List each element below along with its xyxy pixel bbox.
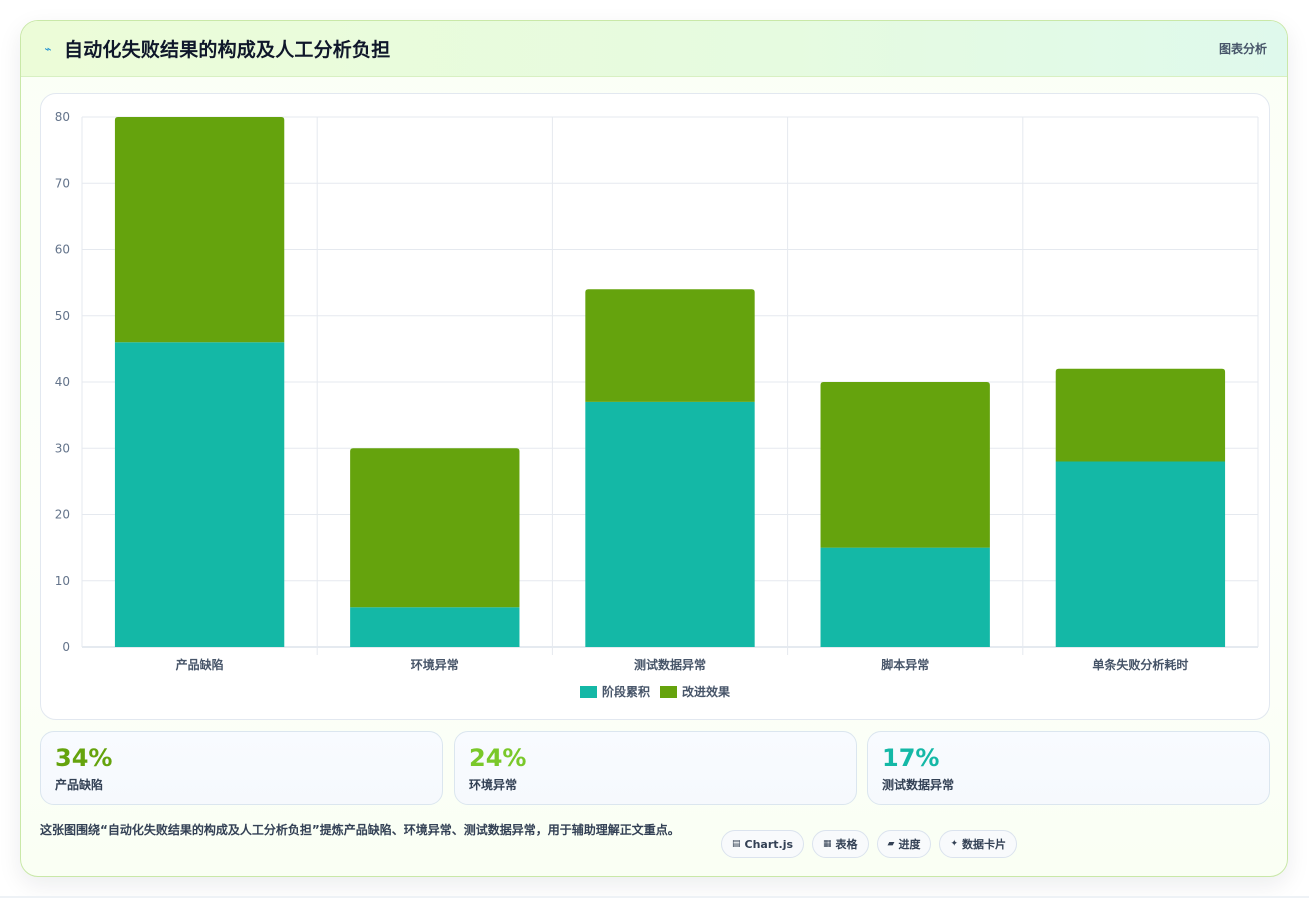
x-tick-label: 脚本异常 — [881, 657, 929, 672]
stat-label: 产品缺陷 — [55, 778, 104, 792]
x-tick-label: 测试数据异常 — [634, 657, 706, 672]
stat-label: 环境异常 — [469, 778, 518, 792]
stat-value: 34% — [55, 744, 113, 772]
bar-segment-2 — [350, 448, 520, 608]
legend-swatch — [579, 685, 597, 698]
legend-label: 改进效果 — [682, 685, 731, 699]
chip-label: 表格 — [835, 838, 858, 851]
table-icon: ▦ — [823, 839, 832, 849]
legend-label: 阶段累积 — [601, 685, 650, 699]
legend-swatch — [660, 685, 677, 698]
y-tick-label: 40 — [55, 375, 70, 389]
chip-chart[interactable]: ▤ Chart.js — [721, 830, 805, 858]
y-tick-label: 50 — [55, 309, 70, 323]
tech-chips: ▤ Chart.js ▦ 表格 ▰ 进度 ✦ 数据卡片 — [721, 830, 1018, 858]
bar-segment-2 — [1055, 368, 1226, 462]
y-tick-label: 10 — [55, 574, 70, 588]
y-tick-label: 70 — [55, 176, 70, 190]
header-tag: 图表分析 — [1218, 42, 1267, 56]
y-tick-label: 0 — [62, 640, 70, 654]
progress-icon: ▰ — [887, 839, 895, 849]
stat-value: 17% — [882, 744, 940, 772]
footer-description: 这张图围绕“自动化失败结果的构成及人工分析负担”提炼产品缺陷、环境异常、测试数据… — [40, 823, 680, 837]
chart-card: ⌁ 自动化失败结果的构成及人工分析负担 图表分析 0 10 20 30 40 50 60 70… — [20, 20, 1288, 877]
bar-segment-2 — [585, 289, 755, 402]
stat-card: 24% 环境异常 — [454, 731, 857, 805]
chip-progress[interactable]: ▰ 进度 — [876, 830, 932, 858]
chart-panel: 0 10 20 30 40 50 60 70 80 产品缺陷 环境异常 测试数据异常 脚本异常 单条失败分… — [40, 93, 1270, 720]
chart-line-icon: ⌁ — [44, 41, 52, 56]
bar-segment-1 — [820, 547, 990, 647]
x-tick-label: 环境异常 — [411, 657, 459, 672]
data-card-icon: ✦ — [950, 839, 959, 849]
card-title: 自动化失败结果的构成及人工分析负担 — [64, 39, 391, 61]
chart-icon: ▤ — [732, 839, 741, 849]
bar-segment-1 — [1055, 461, 1226, 647]
stat-card: 34% 产品缺陷 — [40, 731, 443, 805]
legend-item[interactable]: 改进效果 — [660, 683, 730, 700]
chip-data-card[interactable]: ✦ 数据卡片 — [939, 830, 1018, 858]
stat-cards: 34% 产品缺陷 24% 环境异常 17% 测试数据异常 — [40, 731, 1270, 805]
page-divider — [0, 896, 1309, 898]
chip-label: 数据卡片 — [962, 838, 1007, 851]
card-header: ⌁ 自动化失败结果的构成及人工分析负担 图表分析 — [21, 21, 1287, 77]
y-tick-label: 60 — [55, 243, 70, 257]
bar-segment-1 — [114, 342, 285, 647]
chip-label: 进度 — [898, 838, 921, 851]
stat-value: 24% — [469, 744, 527, 772]
bar-segment-2 — [820, 382, 990, 548]
x-tick-label: 单条失败分析耗时 — [1092, 657, 1188, 672]
chart-legend: 阶段累积 改进效果 — [41, 683, 1269, 700]
chip-table[interactable]: ▦ 表格 — [812, 830, 869, 858]
bar-segment-1 — [585, 401, 755, 647]
stat-label: 测试数据异常 — [882, 778, 955, 792]
y-tick-label: 20 — [55, 508, 70, 522]
y-tick-label: 30 — [55, 441, 70, 455]
bar-segment-2 — [114, 117, 285, 343]
bar-segment-1 — [350, 607, 520, 647]
stacked-bar-chart: 0 10 20 30 40 50 60 70 80 产品缺陷 环境异常 测试数据异常 脚本异常 单条失败分… — [55, 110, 1259, 672]
chip-label: Chart.js — [744, 837, 794, 851]
legend-item[interactable]: 阶段累积 — [579, 683, 650, 700]
y-tick-label: 80 — [55, 110, 70, 124]
x-tick-label: 产品缺陷 — [176, 657, 224, 672]
stat-card: 17% 测试数据异常 — [867, 731, 1270, 805]
